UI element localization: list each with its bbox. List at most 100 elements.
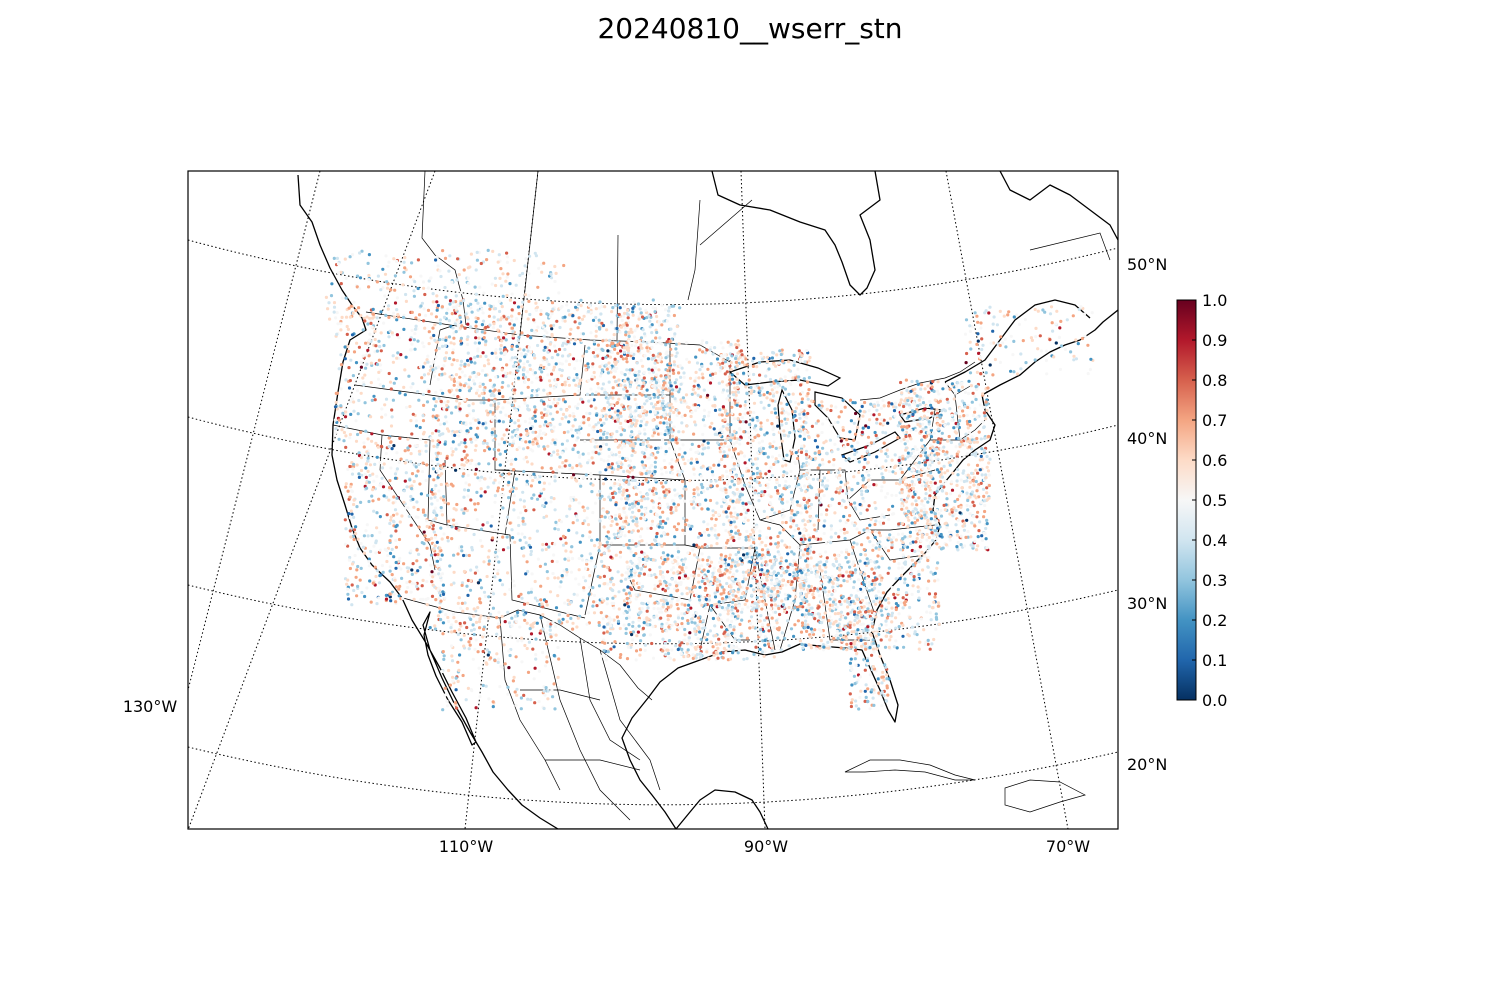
station-dot	[512, 382, 517, 386]
station-dot	[698, 368, 702, 372]
station-dot	[667, 487, 671, 491]
station-dot	[737, 343, 741, 347]
station-dot	[707, 410, 711, 414]
station-dot	[780, 378, 784, 382]
station-dot	[705, 348, 709, 352]
station-dot	[762, 555, 767, 559]
station-dot	[764, 374, 768, 378]
station-dot	[650, 474, 654, 478]
station-dot	[604, 417, 609, 421]
station-dot	[424, 449, 428, 453]
station-dot	[463, 398, 467, 402]
station-dot	[587, 621, 592, 625]
station-dot	[803, 360, 807, 364]
station-dot	[733, 436, 737, 440]
station-dot	[736, 463, 740, 467]
station-dot	[731, 600, 735, 604]
station-dot	[460, 583, 464, 588]
station-dot	[518, 413, 522, 418]
station-dot	[720, 504, 724, 509]
station-dot	[631, 449, 635, 453]
station-dot	[519, 352, 524, 356]
station-dot	[359, 360, 363, 364]
station-dot	[653, 361, 657, 365]
station-dot	[568, 504, 572, 508]
station-dot	[350, 397, 355, 401]
station-dot	[645, 388, 649, 392]
station-dot	[539, 584, 543, 588]
station-dot	[582, 314, 586, 318]
station-dot	[535, 393, 539, 397]
station-dot	[709, 362, 713, 366]
station-dot	[700, 339, 705, 343]
station-dot	[346, 578, 350, 582]
station-dot	[636, 302, 641, 306]
station-dot	[735, 377, 739, 381]
station-dot	[727, 479, 731, 483]
station-dot	[654, 446, 658, 450]
station-dot	[481, 382, 485, 386]
station-dot	[611, 396, 615, 400]
station-dot	[634, 626, 638, 631]
station-dot	[392, 444, 396, 448]
station-dot	[400, 514, 404, 518]
station-dot	[431, 368, 435, 372]
station-dot	[565, 303, 569, 307]
station-dot	[478, 597, 482, 601]
station-dot	[604, 468, 608, 472]
station-dot	[367, 564, 371, 568]
station-dot	[467, 553, 471, 558]
station-dot	[571, 521, 575, 525]
station-dot	[572, 414, 576, 418]
station-dot	[701, 376, 705, 380]
station-dot	[631, 638, 635, 642]
station-dot	[632, 335, 637, 339]
station-dot	[634, 544, 638, 548]
station-dot	[415, 548, 419, 552]
station-dot	[577, 316, 581, 320]
station-dot	[713, 397, 717, 401]
station-dot	[610, 432, 614, 436]
station-dot	[573, 418, 577, 422]
station-dot	[495, 419, 499, 423]
station-dot	[429, 436, 433, 440]
station-dot	[589, 404, 593, 408]
station-dot	[784, 463, 788, 467]
station-dot	[644, 477, 648, 481]
station-dot	[643, 354, 647, 358]
station-dot	[437, 572, 441, 576]
station-dot	[393, 472, 398, 476]
station-dot	[683, 557, 687, 561]
station-dot	[497, 419, 501, 423]
station-dot	[517, 365, 522, 369]
station-dot	[395, 512, 399, 516]
station-dot	[600, 514, 604, 519]
figure-title: 20240810__wserr_stn	[597, 12, 903, 45]
station-dot	[541, 613, 545, 617]
station-dot	[629, 327, 633, 331]
station-dot	[397, 565, 401, 569]
station-dot	[487, 447, 492, 451]
station-dot	[442, 462, 446, 466]
station-dot	[357, 472, 361, 476]
station-dot	[769, 542, 773, 546]
station-dot	[685, 518, 689, 522]
station-dot	[671, 394, 675, 398]
station-dot	[625, 601, 629, 605]
station-dot	[632, 553, 636, 558]
station-dot	[649, 453, 653, 457]
station-dot	[474, 375, 478, 379]
station-dot	[484, 354, 488, 358]
station-dot	[701, 558, 705, 562]
station-dot	[568, 463, 572, 467]
station-dot	[444, 338, 448, 342]
station-dot	[533, 371, 538, 375]
station-dot	[577, 455, 582, 459]
station-dot	[531, 478, 535, 483]
station-dot	[479, 304, 483, 308]
station-dot	[651, 434, 655, 438]
station-dot	[553, 508, 557, 512]
station-dot	[500, 477, 504, 481]
station-dot	[798, 531, 802, 535]
station-dot	[438, 422, 442, 427]
